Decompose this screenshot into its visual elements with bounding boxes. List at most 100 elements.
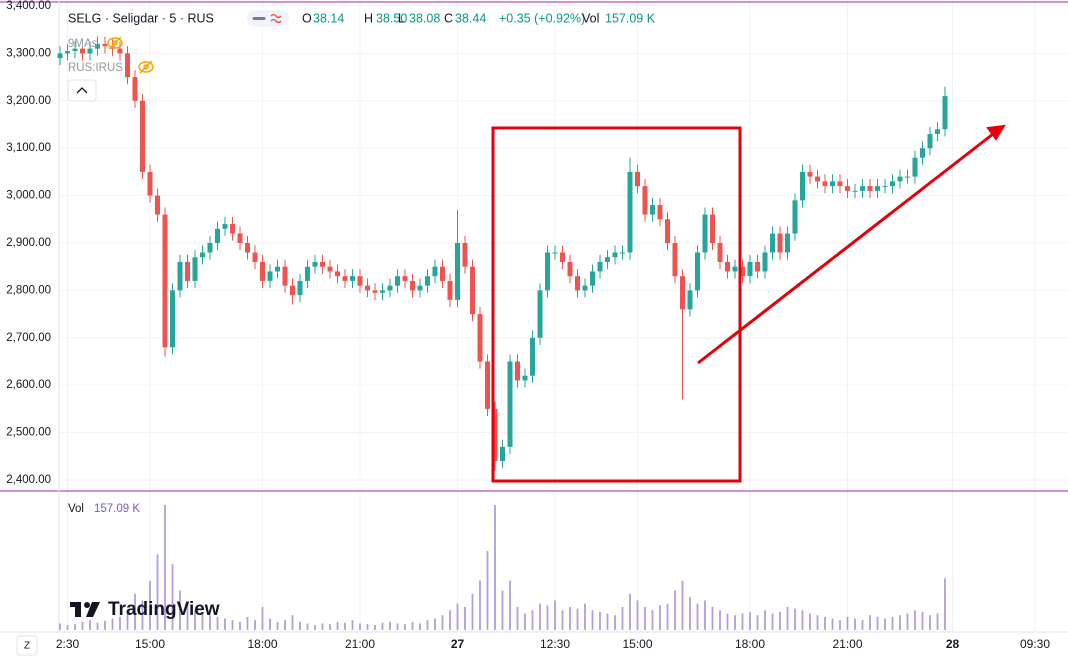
candle-body	[140, 100, 145, 172]
candle-body	[635, 171, 640, 187]
candle-body	[792, 200, 798, 234]
collapse-button[interactable]	[67, 79, 97, 102]
candle-body	[575, 276, 580, 291]
volume-bar	[426, 620, 429, 630]
candle-body	[342, 276, 348, 281]
volume-bar	[929, 615, 931, 630]
candle-body	[275, 266, 280, 272]
candle-body	[590, 271, 595, 286]
candle-body	[860, 186, 865, 191]
hidden-icon[interactable]	[107, 36, 123, 50]
volume-bar	[936, 613, 939, 630]
candle-body	[132, 77, 138, 101]
candle-body	[102, 43, 108, 47]
volume-bar	[359, 623, 361, 630]
candle-body	[815, 176, 820, 182]
volume-bar	[644, 606, 646, 630]
y-tick-label: 3,000.00	[6, 190, 51, 202]
y-tick-label: 2,900.00	[6, 237, 51, 249]
volume-value: 157.09 K	[94, 503, 140, 515]
volume-bar	[756, 615, 759, 630]
volume-bar	[434, 618, 436, 630]
volume-bar	[119, 616, 121, 630]
candle-body	[867, 186, 873, 191]
volume-bar	[614, 615, 616, 630]
volume-bar	[531, 610, 534, 630]
volume-bar	[471, 593, 474, 630]
candles	[57, 36, 948, 471]
candle-body	[335, 271, 340, 277]
volume-bar	[726, 613, 729, 630]
high-value: 38.50	[376, 11, 407, 25]
candle-body	[312, 261, 318, 267]
candle-body	[372, 290, 378, 293]
volume-bar	[396, 623, 399, 630]
candle-body	[207, 243, 213, 253]
candle-body	[72, 48, 78, 52]
x-tick-label: 2:30	[56, 637, 80, 651]
x-tick-label: 21:00	[345, 637, 375, 651]
x-tick-label: 27	[451, 637, 465, 651]
volume-bar	[584, 603, 586, 630]
volume-bar	[854, 618, 856, 630]
candle-body	[897, 176, 903, 182]
candle-body	[627, 171, 633, 253]
trend-arrowhead	[986, 124, 1006, 141]
volume-bar	[314, 625, 316, 630]
candle-body	[725, 261, 730, 272]
candle-body	[785, 233, 790, 253]
y-tick-label: 2,700.00	[6, 332, 51, 344]
candle-body	[65, 51, 70, 54]
volume-bar	[141, 600, 144, 630]
volume-bar	[846, 616, 849, 630]
candle-body	[687, 290, 693, 310]
candle-body	[597, 261, 603, 272]
candle-body	[620, 252, 625, 254]
candle-body	[455, 243, 460, 300]
candle-body	[305, 266, 310, 281]
volume-bar	[186, 603, 189, 630]
volume-bar	[576, 608, 579, 630]
candle-body	[260, 261, 265, 281]
candle-body	[612, 252, 618, 258]
volume-bar	[771, 613, 774, 630]
volume-bar	[734, 615, 736, 630]
volume-bar	[231, 620, 234, 630]
volume-bar	[764, 610, 766, 630]
y-tick-label: 2,600.00	[6, 379, 51, 391]
volume-bar	[801, 610, 804, 630]
candle-body	[215, 228, 220, 243]
volume-bar	[494, 505, 496, 630]
x-tick-label: 21:00	[832, 637, 862, 651]
volume-bar	[404, 624, 406, 630]
candle-body	[755, 261, 760, 272]
low-value: 38.08	[409, 11, 440, 25]
volume-bar	[134, 593, 136, 630]
hidden-icon[interactable]	[138, 60, 154, 74]
candle-body	[380, 290, 385, 293]
candle-body	[732, 266, 738, 272]
candle-body	[582, 285, 588, 291]
volume-bar	[66, 625, 69, 630]
candle-body	[222, 224, 228, 229]
candle-body	[410, 280, 415, 291]
candle-body	[935, 129, 940, 134]
candle-body	[845, 186, 850, 191]
volume-bar	[501, 590, 504, 630]
volume-bar	[479, 580, 481, 630]
candle-body	[822, 181, 828, 187]
candle-body	[927, 133, 933, 149]
volume-bar	[884, 618, 886, 630]
volume-bar	[891, 616, 894, 630]
volume-bar	[351, 620, 354, 630]
candle-body	[470, 266, 475, 315]
volume-bar	[921, 611, 924, 630]
volume-bar	[164, 505, 166, 630]
candle-body	[762, 252, 768, 272]
y-tick-label: 2,800.00	[6, 284, 51, 296]
reset-button[interactable]	[16, 635, 38, 656]
y-tick-label: 3,300.00	[6, 47, 51, 59]
volume-bar	[96, 622, 99, 630]
candle-body	[747, 261, 753, 277]
